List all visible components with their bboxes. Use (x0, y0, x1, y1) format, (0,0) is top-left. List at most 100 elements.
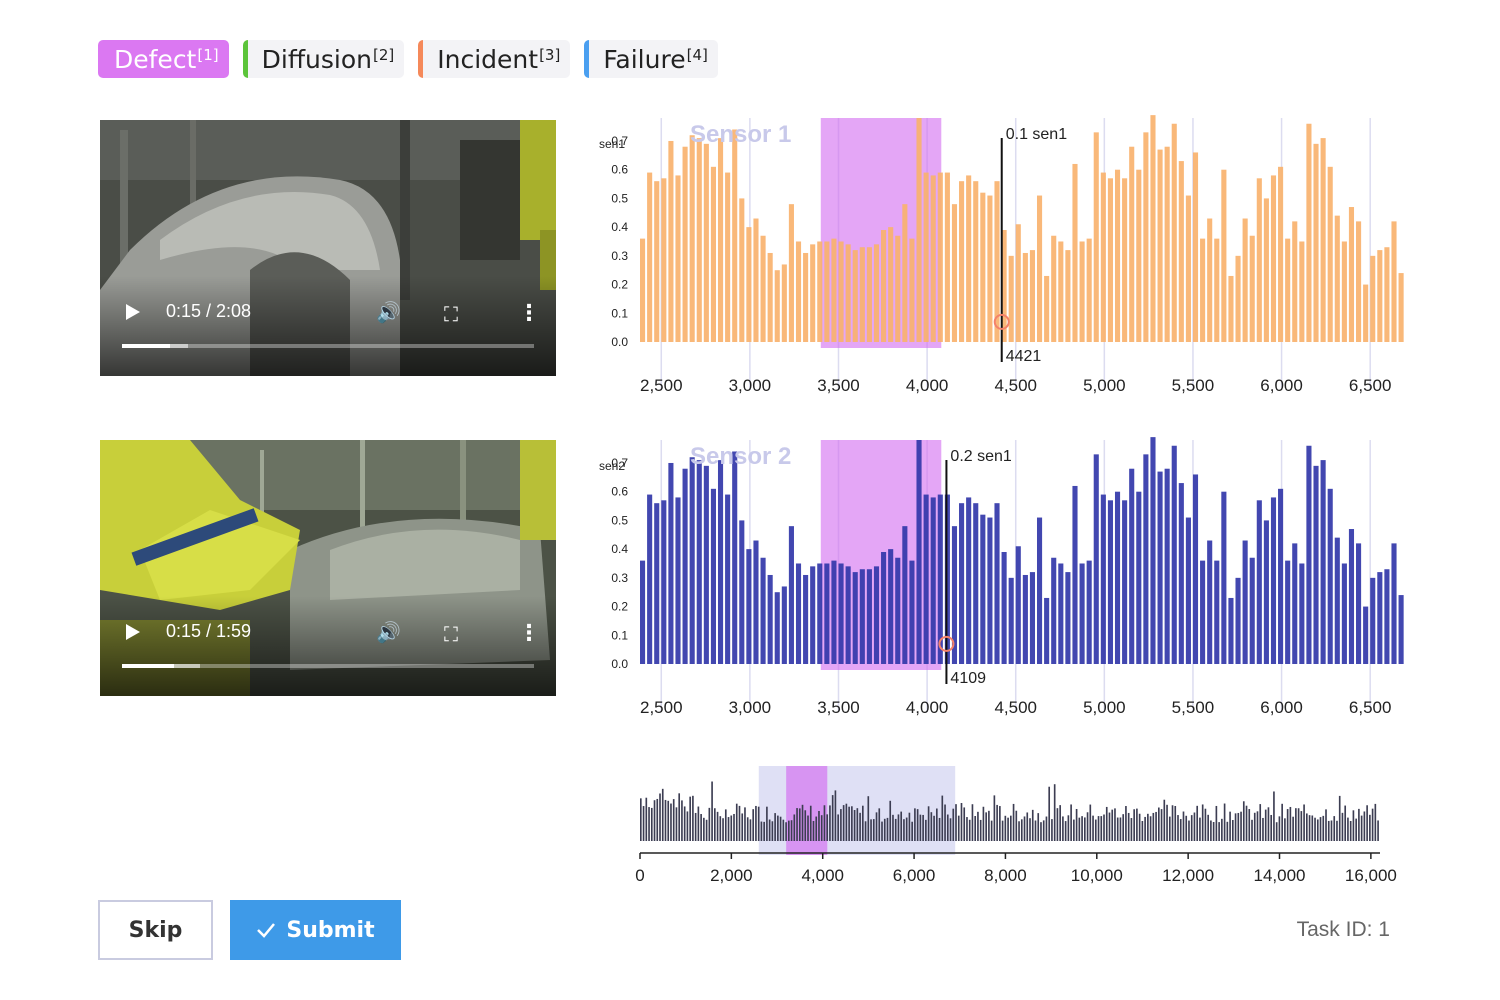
overview-bar (856, 808, 859, 841)
bar (1192, 474, 1199, 664)
overview-bar (722, 818, 724, 841)
overview-bar (1349, 821, 1352, 841)
overview-bar (1114, 808, 1116, 841)
bar (1171, 123, 1177, 342)
video-progress-bar[interactable] (122, 344, 534, 348)
overview-bar (1130, 818, 1133, 841)
sensor-2-chart[interactable]: Sensor 2 sen2 0.0 0.1 0.2 0.3 0.4 0.5 0.6 0.7 2,50… (580, 432, 1420, 732)
chart-title: Sensor 1 (690, 121, 791, 148)
fullscreen-icon[interactable]: ⛶ (444, 622, 458, 646)
bar (661, 500, 667, 664)
overview-bar (1314, 817, 1316, 841)
bar (753, 218, 759, 342)
volume-icon[interactable]: 🔊 (376, 300, 401, 324)
tab-defect[interactable]: Defect [1] (98, 40, 229, 78)
overview-bar (768, 819, 771, 841)
volume-icon[interactable]: 🔊 (376, 620, 401, 644)
more-options-icon[interactable]: ⋮ (518, 621, 540, 646)
overview-bar (1168, 816, 1171, 841)
tab-incident[interactable]: Incident [3] (418, 40, 571, 78)
bar (703, 465, 709, 664)
task-id-label: Task ID: 1 (1296, 918, 1390, 941)
bar (966, 175, 972, 342)
bar (951, 526, 958, 664)
overview-bar (949, 818, 952, 841)
play-icon[interactable] (126, 304, 140, 320)
bar (1228, 597, 1234, 664)
bar (1164, 468, 1170, 664)
overview-bar (656, 798, 659, 841)
overview-bar (1059, 805, 1061, 841)
overview-chart[interactable]: 0 2,000 4,000 6,000 8,000 10,000 12,000 14,000 1… (580, 755, 1420, 895)
bar (717, 460, 724, 664)
bar (1058, 241, 1064, 342)
skip-button[interactable]: Skip (98, 900, 213, 960)
overview-bar (944, 804, 946, 841)
video-progress-bar[interactable] (122, 664, 534, 668)
bar (1086, 560, 1092, 664)
overview-bar (845, 803, 848, 841)
overview-bar (826, 814, 829, 841)
sensor-1-chart[interactable]: Sensor 1 sen1 0.0 0.1 0.2 0.3 0.4 0.5 0.6 0.7 2,50… (580, 110, 1420, 410)
bar (1377, 250, 1383, 342)
overview-bar (1366, 805, 1368, 841)
overview-bar (1177, 815, 1179, 841)
bar (1398, 595, 1404, 664)
overview-bar (840, 809, 842, 841)
overview-bar (820, 815, 823, 841)
overview-bar (1330, 820, 1333, 841)
overview-bar (735, 803, 738, 841)
y-tick-label: 0.2 (611, 278, 628, 292)
overview-bar (788, 820, 790, 841)
bar (803, 252, 809, 342)
video-controls (100, 276, 556, 376)
cursor-value-label: 0.1 sen1 (1006, 126, 1067, 143)
video-time: 0:15 / 1:59 (166, 621, 252, 641)
bar (647, 172, 653, 342)
chart-title: Sensor 2 (690, 443, 791, 470)
cursor-x-label: 4109 (950, 670, 986, 687)
tab-label: Failure (603, 44, 686, 74)
overview-bar (801, 804, 804, 841)
overview-bar (1251, 819, 1253, 841)
x-tick-label: 4,500 (994, 376, 1037, 395)
overview-bar (1100, 816, 1103, 841)
overview-bar (1207, 814, 1209, 841)
overview-bar (1094, 819, 1097, 841)
y-tick-label: 0.6 (611, 163, 628, 177)
bar (661, 178, 667, 342)
overview-bar (1105, 806, 1108, 841)
play-icon[interactable] (126, 624, 140, 640)
bar (824, 563, 830, 664)
overview-bar (1075, 808, 1078, 841)
overview-bar (1007, 817, 1009, 841)
overview-bar (842, 805, 845, 841)
bar (1242, 540, 1248, 664)
overview-bar (812, 820, 815, 841)
overview-bar (1215, 805, 1218, 841)
overview-bar (946, 814, 949, 841)
overview-bar (749, 819, 752, 841)
bar (987, 195, 993, 342)
submit-button[interactable]: Submit (230, 900, 401, 960)
y-tick-label: 0.0 (611, 657, 628, 671)
overview-bar (1045, 816, 1048, 841)
overview-bar (724, 809, 727, 841)
tab-failure[interactable]: Failure [4] (584, 40, 718, 78)
bar (1341, 563, 1347, 664)
overview-bar (938, 817, 941, 841)
video-player-2[interactable]: 0:15 / 1:59 🔊 ⛶ ⋮ (100, 440, 556, 696)
overview-bar (807, 815, 809, 841)
video-player-1[interactable]: 0:15 / 2:08 🔊 ⛶ ⋮ (100, 120, 556, 376)
overview-bar (941, 795, 944, 841)
overview-bar (785, 822, 787, 841)
overview-bar (1221, 818, 1223, 841)
tab-diffusion[interactable]: Diffusion [2] (242, 40, 405, 78)
overview-bar (971, 804, 974, 841)
bar (1065, 572, 1071, 664)
fullscreen-icon[interactable]: ⛶ (444, 302, 458, 326)
more-options-icon[interactable]: ⋮ (518, 301, 540, 326)
overview-bar (1289, 806, 1292, 841)
overview-bar (1179, 819, 1182, 841)
overview-bar (996, 804, 998, 841)
